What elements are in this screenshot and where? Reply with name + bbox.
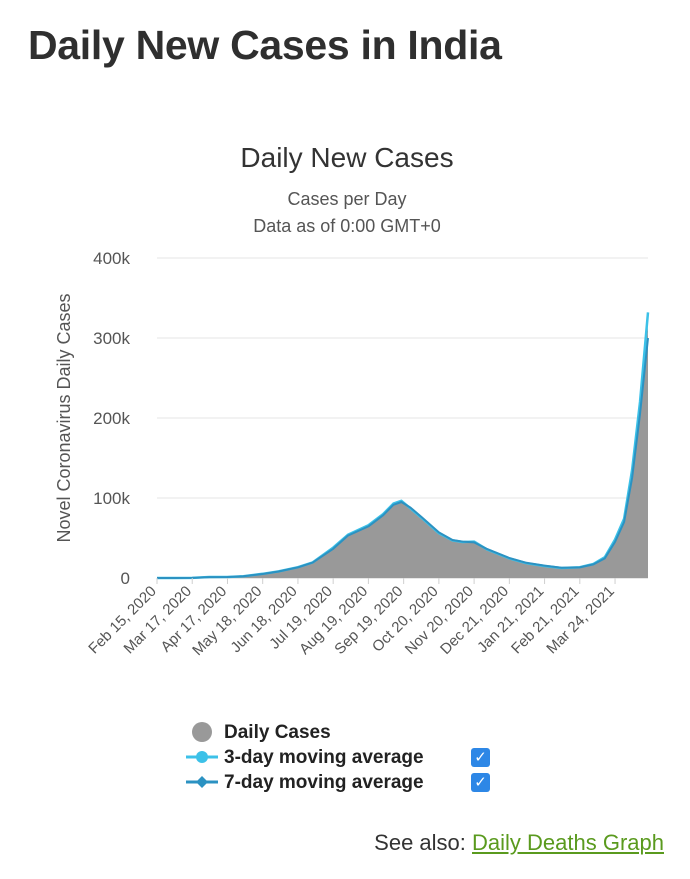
legend-item-3-day-average[interactable]: 3-day moving average ✓ [186,745,516,770]
checkbox-3-day-average[interactable]: ✓ [471,748,490,767]
moving-average-7-day-line [157,337,649,579]
y-tick-label: 0 [121,569,130,588]
daily-cases-chart: Daily New Cases Cases per Day Data as of… [54,142,650,659]
y-tick-label: 200k [93,409,130,428]
y-axis-label: Novel Coronavirus Daily Cases [54,293,74,542]
chart-subtitle-date: Data as of 0:00 GMT+0 [253,216,441,236]
chart-title: Daily New Cases [240,142,453,173]
legend-label-3-day-average: 3-day moving average [224,747,424,768]
plot-area [157,312,650,580]
checkbox-7-day-average[interactable]: ✓ [471,773,490,792]
legend-label-7-day-average: 7-day moving average [224,772,424,793]
line-marker-3-day-icon [186,751,218,763]
daily-cases-swatch-icon [192,722,212,742]
y-tick-label: 400k [93,249,130,268]
page-heading: Daily New Cases in India [28,22,502,68]
chart-subtitle: Cases per Day [287,189,406,209]
legend-item-7-day-average[interactable]: 7-day moving average ✓ [186,770,516,795]
y-axis: 0 100k 200k 300k 400k [93,249,130,588]
y-tick-label: 100k [93,489,130,508]
legend-label-daily-cases: Daily Cases [224,722,331,743]
y-tick-label: 300k [93,329,130,348]
daily-deaths-graph-link[interactable]: Daily Deaths Graph [472,830,664,855]
see-also-prefix: See also: [374,830,473,855]
chart-legend: Daily Cases 3-day moving average ✓ 7-day… [186,720,516,795]
see-also: See also: Daily Deaths Graph [374,830,664,856]
daily-cases-area [157,326,648,578]
legend-item-daily-cases[interactable]: Daily Cases [186,720,516,745]
line-marker-7-day-icon [186,776,218,788]
